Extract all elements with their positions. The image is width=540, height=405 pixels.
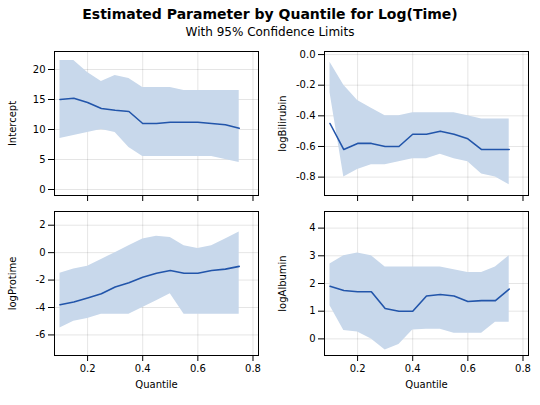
svg-text:-6: -6 bbox=[36, 329, 46, 340]
svg-text:0.8: 0.8 bbox=[515, 363, 531, 374]
svg-text:0.4: 0.4 bbox=[135, 363, 151, 374]
svg-text:0.6: 0.6 bbox=[460, 363, 476, 374]
svg-text:10: 10 bbox=[33, 124, 46, 135]
svg-text:0.4: 0.4 bbox=[405, 363, 421, 374]
svg-text:-2: -2 bbox=[36, 274, 46, 285]
svg-text:0: 0 bbox=[39, 184, 45, 195]
html-text:With 95% Confidence Limits: With 95% Confidence Limits bbox=[185, 25, 355, 39]
svg-text:-4: -4 bbox=[36, 302, 46, 313]
svg-text:Quantile: Quantile bbox=[135, 379, 177, 390]
svg-text:Quantile: Quantile bbox=[405, 379, 447, 390]
svg-text:logAlbumin: logAlbumin bbox=[277, 255, 288, 311]
svg-text:0.2: 0.2 bbox=[350, 363, 366, 374]
svg-text:2: 2 bbox=[309, 278, 315, 289]
svg-text:-0.6: -0.6 bbox=[296, 141, 316, 152]
svg-text:Intercept: Intercept bbox=[7, 101, 18, 146]
svg-text:1: 1 bbox=[309, 305, 315, 316]
svg-text:0.2: 0.2 bbox=[80, 363, 96, 374]
svg-text:4: 4 bbox=[309, 222, 315, 233]
svg-text:0.0: 0.0 bbox=[300, 49, 316, 60]
svg-text:-0.2: -0.2 bbox=[296, 79, 316, 90]
html-text:Estimated Parameter by Quantil: Estimated Parameter by Quantile for Log(… bbox=[82, 6, 458, 22]
svg-text:logProtime: logProtime bbox=[7, 257, 18, 311]
svg-text:0.8: 0.8 bbox=[245, 363, 261, 374]
svg-text:2: 2 bbox=[39, 219, 45, 230]
svg-text:0: 0 bbox=[309, 333, 315, 344]
svg-text:3: 3 bbox=[309, 250, 315, 261]
svg-text:0.6: 0.6 bbox=[190, 363, 206, 374]
svg-text:-0.8: -0.8 bbox=[296, 171, 316, 182]
svg-text:15: 15 bbox=[33, 94, 46, 105]
svg-text:-0.4: -0.4 bbox=[296, 110, 316, 121]
svg-text:20: 20 bbox=[33, 64, 46, 75]
svg-text:0: 0 bbox=[39, 247, 45, 258]
svg-text:logBilirubin: logBilirubin bbox=[277, 95, 288, 151]
svg-text:5: 5 bbox=[39, 154, 45, 165]
